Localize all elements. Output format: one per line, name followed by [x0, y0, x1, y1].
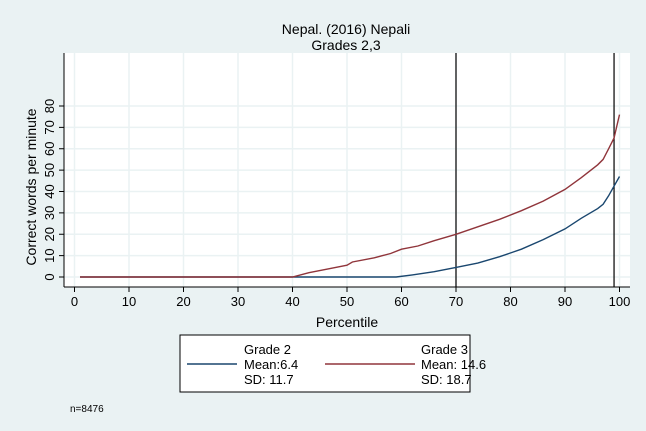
x-tick-label: 50	[340, 294, 354, 309]
y-tick-label: 20	[42, 227, 57, 241]
legend-label-grade-3: Grade 3	[421, 342, 468, 357]
chart-subtitle: Grades 2,3	[311, 37, 380, 53]
x-tick-label: 0	[71, 294, 78, 309]
legend-mean-grade-2: Mean:6.4	[244, 357, 298, 372]
series-line-grade-3	[80, 114, 621, 278]
series-line-grade-2	[80, 176, 621, 278]
x-tick-label: 20	[176, 294, 190, 309]
y-tick-label: 50	[42, 163, 57, 177]
legend: Grade 2 Mean:6.4 SD: 11.7 Grade 3 Mean: …	[179, 334, 486, 393]
legend-label-grade-2: Grade 2	[244, 342, 291, 357]
x-tick-label: 30	[231, 294, 245, 309]
x-tick-label: 40	[285, 294, 299, 309]
x-tick-label: 100	[609, 294, 631, 309]
y-tick-label: 40	[42, 184, 57, 198]
y-tick-label: 80	[42, 99, 57, 113]
y-axis-label: Correct words per minute	[23, 108, 39, 265]
x-tick-label: 10	[122, 294, 136, 309]
y-tick-label: 60	[42, 142, 57, 156]
x-tick-label: 80	[503, 294, 517, 309]
x-tick-label: 90	[558, 294, 572, 309]
y-tick-label: 0	[42, 273, 57, 280]
legend-mean-grade-3: Mean: 14.6	[421, 357, 486, 372]
y-tick-label: 70	[42, 120, 57, 134]
sample-size-note: n=8476	[70, 404, 104, 415]
x-tick-label: 60	[394, 294, 408, 309]
legend-sd-grade-3: SD: 18.7	[421, 372, 472, 387]
chart-title: Nepal. (2016) Nepali	[282, 21, 410, 37]
y-tick-label: 10	[42, 248, 57, 262]
y-tick-label: 30	[42, 206, 57, 220]
x-axis-label: Percentile	[316, 314, 378, 330]
legend-sd-grade-2: SD: 11.7	[244, 372, 294, 387]
x-tick-label: 70	[449, 294, 463, 309]
